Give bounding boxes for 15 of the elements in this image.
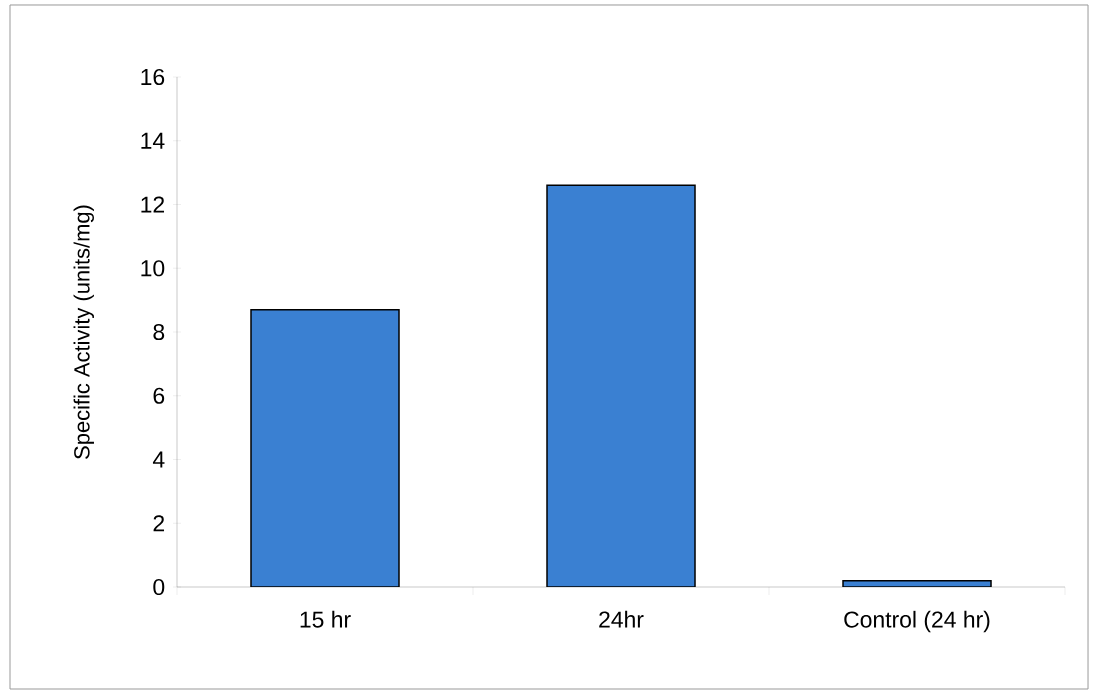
bar	[546, 184, 696, 587]
x-tick-label: Control (24 hr)	[844, 610, 990, 633]
y-tick-label: 0	[153, 578, 165, 596]
y-axis-title: Specific Activity (units/mg)	[73, 205, 94, 459]
x-tick-label: 24hr	[599, 610, 644, 628]
y-tick-label: 8	[153, 323, 165, 341]
y-tick-label: 12	[141, 196, 165, 213]
y-tick-label: 10	[141, 260, 165, 277]
bar	[250, 308, 400, 587]
y-tick-label: 2	[153, 515, 165, 532]
x-tick-label: 15 hr	[300, 610, 351, 628]
y-tick-label: 6	[153, 387, 165, 404]
y-tick-label: 14	[141, 132, 165, 149]
y-tick-label: 16	[141, 68, 165, 86]
y-tick-label: 4	[152, 451, 165, 468]
